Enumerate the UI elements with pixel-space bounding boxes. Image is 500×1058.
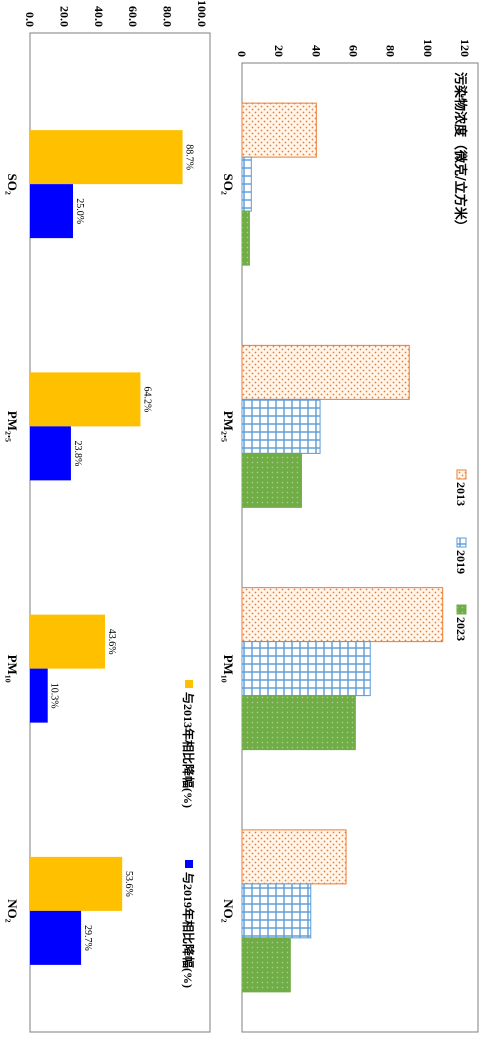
chart-1-legend-swatch bbox=[456, 604, 467, 615]
chart-2-bar bbox=[30, 184, 73, 239]
chart-1-y-tick-label: 40 bbox=[309, 45, 323, 57]
chart-1-category-label: PM₂.₅ bbox=[221, 411, 236, 442]
chart-2-data-label: 53.6% bbox=[123, 871, 134, 897]
chart-1-title: 污染物浓度（微克/立方米） bbox=[452, 72, 468, 233]
chart-2-category-label: PM₁₀ bbox=[5, 655, 20, 683]
chart-1-bar-2023 bbox=[241, 452, 302, 508]
chart-2-data-label: 29.7% bbox=[82, 925, 93, 951]
chart-1-bar-2019 bbox=[241, 883, 312, 939]
chart-2-y-tick-label: 60.0 bbox=[126, 6, 140, 27]
chart-1-legend-label: 2019 bbox=[454, 550, 468, 574]
chart-1-bar-2019 bbox=[241, 398, 321, 454]
chart-2-category-label: SO₂ bbox=[5, 174, 20, 195]
chart-2-y-tick-label: 40.0 bbox=[92, 6, 106, 27]
chart-1-bar-2023 bbox=[241, 937, 291, 993]
chart-2-y-tick-label: 20.0 bbox=[57, 6, 71, 27]
chart-1-legend-label: 2023 bbox=[454, 617, 468, 641]
chart-2-data-label: 64.2% bbox=[141, 386, 152, 412]
chart-1-y-tick-label: 80 bbox=[384, 45, 398, 57]
chart-1-category-label: SO₂ bbox=[221, 174, 236, 195]
chart-2-y-tick-label: 0.0 bbox=[23, 12, 37, 27]
chart-1-bar-2019 bbox=[241, 156, 252, 212]
chart-2-data-label: 10.3% bbox=[49, 683, 60, 709]
chart-2-bar bbox=[30, 668, 48, 723]
chart-2-data-label: 23.8% bbox=[72, 440, 83, 466]
chart-1-bar-2013 bbox=[241, 102, 317, 158]
chart-1-legend-swatch bbox=[456, 537, 467, 548]
chart-2-legend-swatch bbox=[185, 680, 193, 688]
chart-2-data-label: 88.7% bbox=[184, 144, 195, 170]
chart-2-legend-label: 与2013年相比降幅(%) bbox=[181, 692, 196, 808]
chart-1-y-tick-label: 120 bbox=[458, 39, 472, 57]
chart-2-legend-label: 与2019年相比降幅(%) bbox=[181, 872, 196, 988]
chart-2-bar bbox=[29, 856, 123, 911]
chart-2-reduction-rates: 0.0 20.0 40.0 60.0 80.0 100.0 88.7% 25.0% SO₂ 64.… bbox=[5, 0, 211, 1033]
chart-1-legend-label: 2013 bbox=[454, 482, 468, 506]
chart-2-data-label: 43.6% bbox=[106, 629, 117, 655]
chart-1-y-tick-label: 60 bbox=[347, 45, 361, 57]
chart-1-y-tick-label: 20 bbox=[272, 45, 286, 57]
chart-2-legend-swatch bbox=[185, 860, 193, 868]
chart-2-category-label: PM₂.₅ bbox=[5, 411, 20, 442]
chart-1-y-tick-label: 0 bbox=[235, 51, 249, 57]
rotated-charts-group: 0 20 40 60 80 100 120 污染物浓度（微克/立方米） SO₂ PM₂.₅ PM₁₀… bbox=[5, 0, 479, 1033]
chart-2-bar bbox=[30, 372, 141, 427]
chart-1-bar-2013 bbox=[241, 829, 347, 885]
chart-1-pollutant-concentration: 0 20 40 60 80 100 120 污染物浓度（微克/立方米） SO₂ PM₂.₅ PM₁₀… bbox=[221, 39, 479, 1033]
chart-1-bar-2023 bbox=[241, 695, 356, 751]
chart-1-bar-2013 bbox=[241, 344, 410, 400]
chart-2-plot-frame bbox=[29, 32, 211, 1033]
chart-1-plot-frame bbox=[241, 62, 479, 1033]
chart-2-bar bbox=[30, 614, 105, 669]
chart-1-category-label: NO₂ bbox=[221, 899, 236, 923]
chart-2-data-label: 25.0% bbox=[74, 198, 85, 224]
chart-2-y-tick-label: 100.0 bbox=[195, 0, 209, 27]
chart-2-category-label: NO₂ bbox=[5, 899, 20, 923]
chart-2-bar bbox=[30, 130, 183, 185]
chart-2-bar bbox=[30, 910, 82, 965]
chart-1-bar-2019 bbox=[241, 641, 371, 697]
chart-1-legend-swatch bbox=[456, 469, 467, 480]
chart-2-bar bbox=[30, 426, 71, 481]
chart-1-y-tick-label: 100 bbox=[421, 39, 435, 57]
chart-1-bar-2023 bbox=[241, 210, 250, 266]
chart-1-category-label: PM₁₀ bbox=[221, 655, 236, 683]
chart-1-bar-2013 bbox=[241, 587, 444, 643]
chart-2-y-tick-label: 80.0 bbox=[161, 6, 175, 27]
